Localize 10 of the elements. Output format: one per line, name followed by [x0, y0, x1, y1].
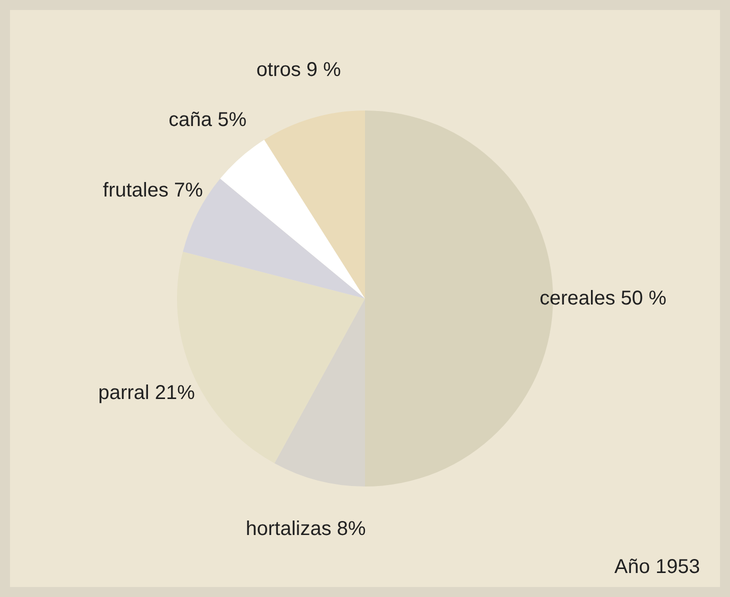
slice-label: frutales 7%: [102, 179, 204, 202]
pie-slice: [264, 110, 365, 298]
pie-slice: [274, 298, 365, 486]
slice-label: caña 5%: [168, 108, 247, 131]
slice-label: hortalizas 8%: [246, 518, 366, 540]
slice-label: cereales 50 %: [540, 288, 667, 310]
slice-label: otros 9 %: [256, 58, 342, 81]
text: Año 1953: [614, 556, 700, 578]
pie-slice: [220, 140, 365, 298]
slice-label: parral 21%: [98, 382, 196, 404]
